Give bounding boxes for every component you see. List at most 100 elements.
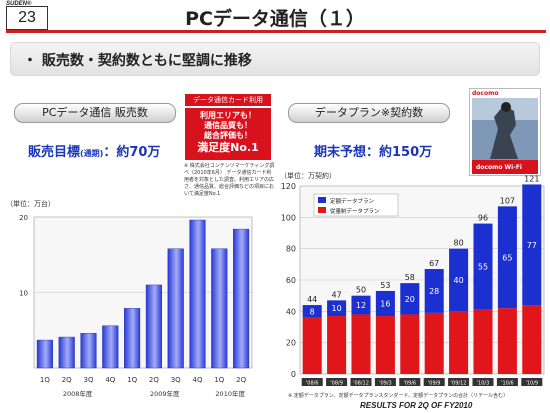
promo-note: ※ 株式会社コンテンツマーケティング調べ（2010年6月） データ通信カード利用… (184, 163, 275, 197)
left-year-label: 2008年度 (63, 389, 93, 398)
right-ytick-label: 100 (281, 213, 296, 222)
right-ytick-label: 80 (286, 245, 296, 254)
sales-target-period: (通期) (80, 149, 104, 158)
product-artwork (472, 98, 538, 174)
right-xtick-label: '09/12 (451, 381, 467, 387)
left-xtick-label: 1Q (214, 376, 224, 384)
contracts-stacked-chart: （単位：万契約） 0 20 40 60 80 100 120 8 44 '08/6 10 47 '08/9… (280, 171, 545, 387)
legend-swatch-flat (318, 197, 326, 203)
left-xtick-label: 2Q (62, 376, 72, 384)
left-year-label: 2010年度 (215, 389, 245, 398)
right-xtick-box (301, 378, 323, 386)
sales-target-value: ：約70万 (103, 145, 161, 160)
left-bar (102, 325, 119, 369)
promo-box: 利用エリアも！ 通信品質も！ 総合評価も！ 満足度No.1 (185, 108, 271, 160)
right-xtick-box (472, 378, 494, 386)
company-logo: SUDEN® (6, 1, 32, 7)
promo-line-3: 総合評価も！ (204, 131, 252, 140)
promo-gap (185, 106, 271, 108)
left-xtick-label: 1Q (127, 376, 137, 384)
left-panel-tab: PCデータ通信 販売数 (14, 103, 176, 123)
right-bar-metered (449, 311, 469, 374)
left-bar (58, 336, 75, 369)
right-legend-box (313, 193, 399, 217)
promo-header: データ通信カード利用 (185, 94, 271, 106)
right-total-label: 67 (429, 259, 439, 268)
forecast: 期末予想：約150万 (314, 145, 433, 160)
right-total-label: 121 (524, 174, 539, 183)
footer-text: RESULTS FOR 2Q OF FY2010 (360, 401, 473, 410)
left-bar (80, 333, 97, 369)
right-total-label: 47 (332, 290, 342, 299)
sales-target: 販売目標(通期)：約70万 (28, 141, 160, 160)
title-underline (6, 30, 546, 33)
sales-target-label: 販売目標 (28, 145, 81, 160)
right-xtick-label: '08/9 (330, 381, 343, 387)
left-ytick-label: 20 (19, 214, 28, 222)
right-xtick-label: '08/12 (353, 381, 369, 387)
right-bar-flat (302, 305, 322, 318)
right-xtick-label: '10/6 (501, 381, 514, 387)
right-xtick-box (448, 378, 470, 386)
headline-text: ・ 販売数・契約数ともに堅調に推移 (23, 53, 252, 69)
right-ytick-label: 0 (291, 370, 296, 379)
right-bar-flat (400, 283, 420, 315)
right-xtick-box (399, 378, 421, 386)
right-bar-metered (302, 317, 322, 374)
headline-bar: ・ 販売数・契約数ともに堅調に推移 (10, 42, 540, 76)
right-bar-metered (522, 305, 542, 374)
right-bar-flat (497, 206, 517, 309)
right-bar-flat (424, 269, 444, 313)
right-flat-value-label: 8 (310, 307, 315, 316)
right-total-label: 53 (380, 281, 390, 290)
right-total-label: 107 (500, 196, 515, 205)
left-bar (167, 248, 184, 369)
left-chart-unit: （単位：万台） (6, 199, 55, 208)
right-total-label: 96 (478, 214, 488, 223)
right-ytick-label: 60 (286, 276, 296, 285)
right-bar-flat (327, 300, 347, 317)
left-xtick-label: 4Q (193, 376, 203, 384)
right-flat-value-label: 65 (502, 253, 512, 262)
right-xtick-label: '10/3 (477, 381, 490, 387)
right-bar-metered (327, 316, 347, 374)
left-bar (124, 308, 141, 369)
right-flat-value-label: 77 (527, 241, 537, 250)
right-bar-metered (351, 314, 371, 374)
legend-label-metered: 従量制データプラン (330, 207, 380, 215)
right-bar-metered (497, 308, 517, 374)
right-ytick-label: 40 (286, 307, 296, 316)
left-xtick-label: 3Q (84, 376, 94, 384)
right-xtick-label: '09/6 (403, 381, 416, 387)
promo-line-2: 通信品質も！ (204, 121, 252, 130)
right-xtick-label: '08/6 (306, 381, 319, 387)
right-total-label: 80 (454, 239, 464, 248)
right-bar-metered (400, 314, 420, 374)
left-xtick-label: 4Q (105, 376, 115, 384)
right-bar-flat (522, 184, 542, 306)
right-flat-value-label: 40 (454, 276, 464, 285)
left-xtick-label: 3Q (171, 376, 181, 384)
promo-line-1: 利用エリアも！ (200, 111, 256, 120)
right-chart-unit: （単位：万契約） (280, 171, 336, 180)
right-flat-value-label: 16 (380, 300, 390, 309)
promo-line-4: 満足度No.1 (197, 141, 259, 154)
left-bar (36, 339, 53, 369)
right-bar-flat (449, 248, 469, 312)
right-ytick-label: 120 (281, 182, 296, 191)
right-bar-metered (375, 316, 395, 374)
right-xtick-box (521, 378, 543, 386)
left-bar (145, 284, 162, 369)
right-xtick-box (423, 378, 445, 386)
page-title: PCデータ通信（１） (185, 8, 365, 30)
right-flat-value-label: 12 (356, 301, 366, 310)
right-xtick-label: '10/9 (525, 381, 538, 387)
right-xtick-box (374, 378, 396, 386)
left-ytick-label: 10 (19, 290, 28, 298)
right-bar-flat (351, 295, 371, 315)
left-year-label: 2009年度 (150, 389, 180, 398)
right-xtick-label: '09/9 (428, 381, 441, 387)
right-xtick-box (350, 378, 372, 386)
product-brand-bottom: docomo Wi-Fi (476, 164, 522, 171)
right-panel-tab: データプラン※契約数 (288, 103, 450, 123)
